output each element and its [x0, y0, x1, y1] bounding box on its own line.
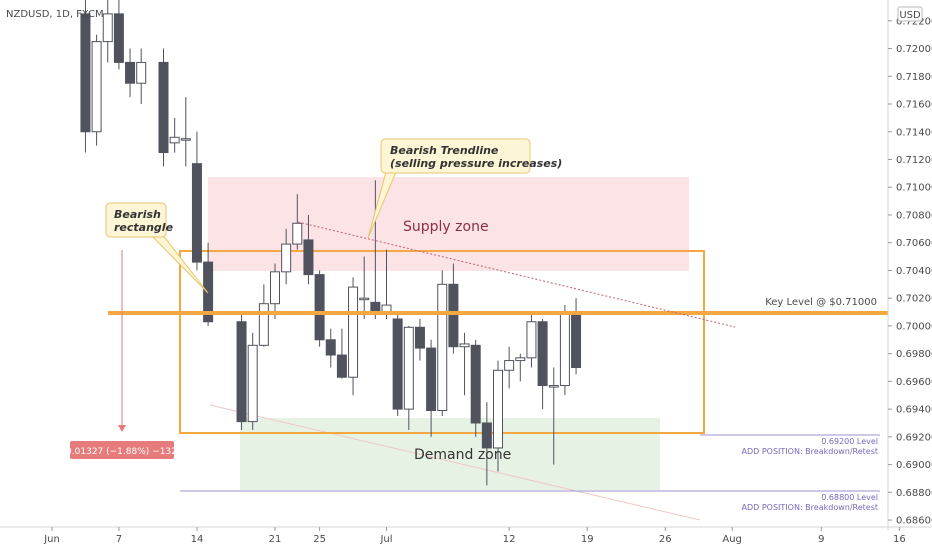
candle-bear[interactable] [481, 422, 492, 449]
candle-bull[interactable] [348, 286, 359, 378]
x-tick-label: 21 [269, 534, 282, 545]
candle-bull[interactable] [359, 297, 370, 301]
rectangle-callout-line2: rectangle [114, 221, 174, 234]
bearish-rectangle [179, 250, 705, 434]
candle-bear[interactable] [470, 344, 481, 424]
x-tick-label: 9 [818, 534, 824, 545]
x-tick-label: 26 [659, 534, 672, 545]
candle-bear[interactable] [325, 339, 336, 356]
candle-bull[interactable] [459, 343, 470, 348]
key-level-label: Key Level @ $0.71000 [765, 297, 877, 308]
y-tick-label: 0.68800 [896, 488, 932, 499]
y-tick-label: 0.71000 [896, 183, 932, 194]
candle-bull[interactable] [180, 138, 191, 141]
bearish-trendline[interactable] [297, 221, 736, 328]
currency-button-bg[interactable] [897, 6, 923, 22]
candle-bear[interactable] [571, 314, 582, 369]
candle-bull[interactable] [102, 13, 113, 43]
candle-bear[interactable] [448, 283, 459, 348]
candle-bear[interactable] [236, 321, 247, 423]
candle-bear[interactable] [414, 326, 425, 349]
candle-bull[interactable] [403, 326, 414, 410]
x-tick-label: 7 [116, 534, 122, 545]
trendline-callout-line1: Bearish Trendline [390, 144, 499, 157]
candle-bull[interactable] [136, 61, 147, 84]
candle-bull[interactable] [292, 222, 303, 245]
candle-bull[interactable] [258, 303, 269, 346]
candle-bear[interactable] [314, 274, 325, 341]
candle-bear[interactable] [203, 261, 214, 323]
candle-bull[interactable] [548, 385, 559, 388]
candle-bull[interactable] [437, 283, 448, 412]
candle-bull[interactable] [281, 243, 292, 273]
x-axis-ticks: Jun 7 14 21 25 Jul 12 19 26 Aug 9 16 [43, 527, 906, 545]
rectangle-callout-line1: Bearish [114, 208, 161, 221]
y-tick-label: 0.69200 [896, 432, 932, 443]
candle-bull[interactable] [91, 41, 102, 133]
candle-bull[interactable] [526, 321, 537, 359]
candle-bear[interactable] [537, 321, 548, 387]
x-tick-label: Aug [722, 534, 742, 545]
position-1-note: ADD POSITION: Breakdown/Retest [742, 447, 878, 456]
x-tick-label: Jun [43, 534, 60, 545]
candle-bull[interactable] [169, 136, 180, 144]
candle-bear[interactable] [158, 61, 169, 154]
candle-bear[interactable] [113, 13, 124, 63]
trendline-callout-line2: (selling pressure increases) [390, 157, 562, 170]
position-2-price: 0.68800 Level [821, 493, 878, 502]
y-tick-label: 0.68600 [896, 516, 932, 527]
x-tick-label: 14 [191, 534, 204, 545]
symbol-title: NZDUSD, 1D, FXCM [6, 9, 104, 20]
measure-badge-bg [70, 441, 174, 459]
candle-bear[interactable] [336, 354, 347, 378]
faint-guide-line [209, 404, 701, 521]
currency-button[interactable]: USD [899, 10, 921, 21]
position-1-price: 0.69200 Level [821, 437, 878, 446]
candles [80, 0, 582, 486]
x-tick-label: 19 [581, 534, 594, 545]
candle-bull[interactable] [504, 360, 515, 371]
trendline-callout-box [380, 138, 531, 174]
demand-zone [240, 418, 660, 490]
candle-bear[interactable] [191, 163, 202, 263]
candle-bear[interactable] [125, 61, 136, 84]
x-tick-label: 25 [313, 534, 326, 545]
measure-badge: −0.01327 (−1.88%) −132.7 [59, 447, 186, 457]
supply-zone-label: Supply zone [403, 219, 489, 235]
candle-bear[interactable] [426, 347, 437, 412]
candle-bear[interactable] [392, 318, 403, 410]
rectangle-callout-box [105, 202, 167, 238]
x-tick-label: 12 [503, 534, 516, 545]
position-2-note: ADD POSITION: Breakdown/Retest [742, 503, 878, 512]
x-tick-label: 16 [893, 534, 906, 545]
candle-bear[interactable] [303, 239, 314, 276]
measure-arrow-head [118, 425, 126, 432]
candle-bull[interactable] [247, 344, 258, 423]
candle-bull[interactable] [270, 271, 280, 305]
candle-bear[interactable] [80, 13, 91, 133]
candle-bull[interactable] [559, 311, 570, 387]
candle-bull[interactable] [493, 369, 503, 449]
x-tick-label: Jul [379, 534, 392, 545]
candle-bull[interactable] [515, 357, 526, 362]
demand-zone-label: Demand zone [414, 447, 511, 463]
